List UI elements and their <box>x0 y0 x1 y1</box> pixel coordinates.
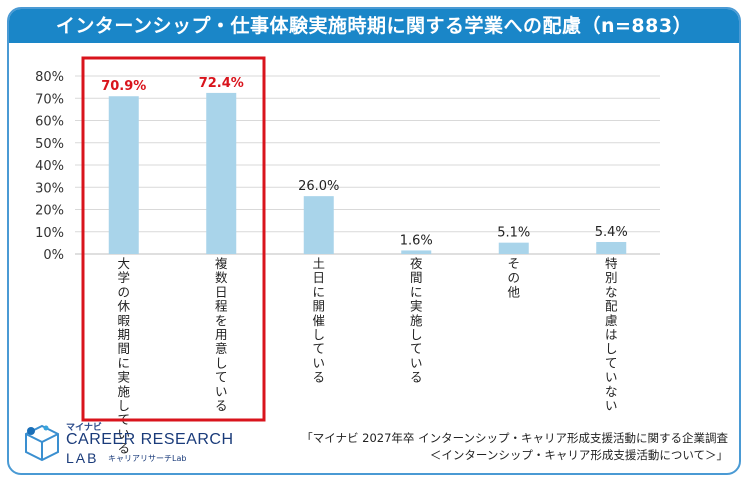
category-label-char: に <box>312 284 325 299</box>
category-label-char: 間 <box>410 270 423 285</box>
category-label-char: 程 <box>215 299 228 314</box>
category-label-char: 特 <box>605 256 618 271</box>
category-label-char: し <box>605 341 618 356</box>
category-label-char: 催 <box>312 313 325 328</box>
y-tick-label: 0% <box>43 248 64 263</box>
category-label-char: い <box>410 355 423 370</box>
y-tick-label: 70% <box>35 92 64 107</box>
data-label: 5.1% <box>497 226 530 241</box>
category-label-char: 学 <box>117 270 130 285</box>
category-label-char: て <box>215 370 228 385</box>
highlight-box <box>81 56 266 422</box>
category-label-char: 間 <box>117 341 130 356</box>
category-label-char: 他 <box>507 284 520 299</box>
category-label-char: 複 <box>215 256 228 271</box>
category-label-char: 暇 <box>117 313 130 328</box>
bar <box>498 242 529 254</box>
category-label-char: 数 <box>215 270 228 285</box>
bar <box>108 96 139 254</box>
category-label-char: 期 <box>117 327 130 342</box>
category-label-char: 休 <box>117 299 130 314</box>
category-label-char: い <box>117 426 130 441</box>
category-label-char: 施 <box>410 313 423 328</box>
y-tick-label: 60% <box>35 115 64 130</box>
category-label-char: は <box>605 327 618 342</box>
category-label: 夜間に実施している <box>410 256 423 385</box>
category-label-char: 開 <box>312 299 325 314</box>
logo-lab: LAB <box>66 450 99 466</box>
data-label: 72.4% <box>199 76 244 91</box>
category-label: 特別な配慮はしていない <box>605 256 618 413</box>
category-label-char: 慮 <box>605 313 618 328</box>
category-label-char: 日 <box>215 284 228 299</box>
category-label-char: 大 <box>117 256 130 271</box>
bar <box>206 92 237 254</box>
category-label-char: 用 <box>215 327 228 342</box>
data-label: 1.6% <box>400 233 433 248</box>
category-label: 大学の休暇期間に実施している <box>117 256 130 456</box>
category-label-char: い <box>605 370 618 385</box>
category-label-char: 施 <box>117 384 130 399</box>
data-label: 70.9% <box>101 79 146 94</box>
source-line-1: 「マイナビ 2027年卒 インターンシップ・キャリア形成支援活動に関する企業調査 <box>301 431 728 445</box>
logo-brand: CAREER RESEARCH <box>66 431 234 448</box>
category-label-char: 別 <box>605 270 618 285</box>
source-line-2: ＜インターンシップ・キャリア形成支援活動について＞」 <box>429 448 728 462</box>
category-label-char: る <box>117 441 130 456</box>
category-label-char: 配 <box>605 299 618 314</box>
cube-logo-icon <box>25 424 59 462</box>
logo-mynavi: マイナビ <box>66 423 102 433</box>
category-label-char: な <box>605 384 618 399</box>
category-label-char: そ <box>507 256 520 271</box>
category-label: 複数日程を用意している <box>215 256 228 413</box>
category-label-char: い <box>605 398 618 413</box>
category-label-char: 実 <box>410 299 423 314</box>
category-label-char: い <box>215 384 228 399</box>
y-tick-label: 50% <box>35 137 64 152</box>
category-label-char: 日 <box>312 270 325 285</box>
category-label-char: い <box>312 355 325 370</box>
category-label-char: 夜 <box>410 256 423 271</box>
data-label: 5.4% <box>595 225 628 240</box>
bar <box>303 196 334 254</box>
category-label: その他 <box>507 256 520 299</box>
category-label-char: て <box>605 355 618 370</box>
category-label-char: を <box>215 313 228 328</box>
data-label: 26.0% <box>298 179 339 194</box>
y-tick-label: 20% <box>35 204 64 219</box>
y-tick-label: 10% <box>35 226 64 241</box>
category-label-char: に <box>117 355 130 370</box>
y-tick-label: 30% <box>35 181 64 196</box>
category-label-char: 実 <box>117 370 130 385</box>
category-label-char: て <box>410 341 423 356</box>
source-note: 「マイナビ 2027年卒 インターンシップ・キャリア形成支援活動に関する企業調査… <box>301 430 728 464</box>
y-tick-label: 40% <box>35 159 64 174</box>
category-label-char: し <box>312 327 325 342</box>
category-label-char: し <box>215 355 228 370</box>
category-label-char: に <box>410 284 423 299</box>
category-label-char: の <box>117 284 130 299</box>
career-research-lab-logo: マイナビ CAREER RESEARCH LAB キャリアリサーチLab <box>22 420 233 470</box>
bar <box>596 241 627 254</box>
category-label-char: し <box>117 398 130 413</box>
chart-title: インターンシップ・仕事体験実施時期に関する学業への配慮（n=883） <box>9 9 739 43</box>
bar <box>401 250 432 254</box>
category-label-char: 意 <box>215 341 228 356</box>
y-tick-label: 80% <box>35 70 64 85</box>
category-label: 土日に開催している <box>312 256 325 385</box>
category-label-char: の <box>507 270 520 285</box>
logo-lab-sub: キャリアリサーチLab <box>108 454 187 463</box>
category-label-char: し <box>410 327 423 342</box>
category-label-char: 土 <box>312 256 325 271</box>
category-label-char: て <box>312 341 325 356</box>
category-label-char: る <box>312 370 325 385</box>
category-label-char: る <box>215 398 228 413</box>
category-label-char: る <box>410 370 423 385</box>
category-label-char: な <box>605 284 618 299</box>
